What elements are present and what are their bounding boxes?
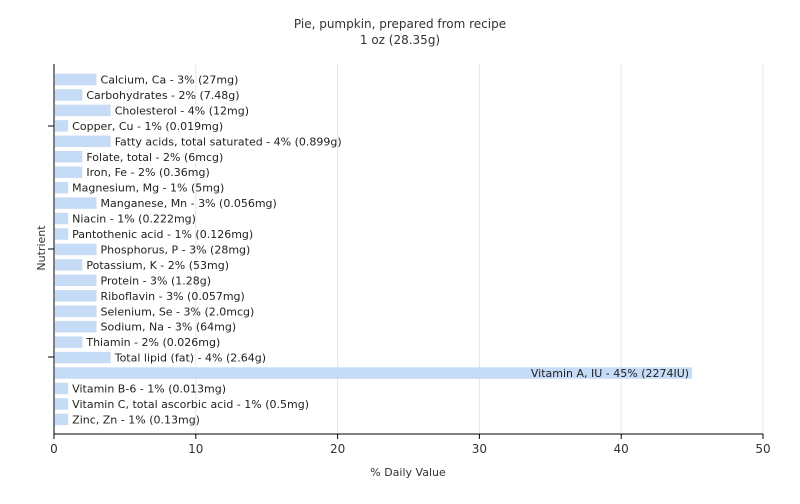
axes: 0 10 20 30 40 50: [48, 64, 771, 456]
x-tick-label: 50: [755, 442, 770, 456]
bar: [55, 151, 83, 163]
bar: [55, 382, 69, 395]
bar-label: Riboflavin - 3% (0.057mg): [101, 290, 245, 303]
bar-label: Total lipid (fat) - 4% (2.64g): [114, 352, 266, 365]
bar-label: Protein - 3% (1.28g): [101, 274, 212, 287]
bar: [55, 367, 693, 379]
bar: [55, 398, 69, 410]
bar: [55, 351, 111, 364]
bar: [55, 413, 69, 426]
x-axis-label: % Daily Value: [370, 466, 446, 479]
bar-label: Sodium, Na - 3% (64mg): [101, 321, 237, 334]
bar-label: Phosphorus, P - 3% (28mg): [101, 243, 251, 256]
bar-label: Niacin - 1% (0.222mg): [72, 213, 196, 226]
bar: [55, 197, 97, 209]
bar-label: Potassium, K - 2% (53mg): [86, 259, 229, 272]
bar-label: Thiamin - 2% (0.026mg): [85, 336, 220, 349]
chart-subtitle: 1 oz (28.35g): [360, 33, 440, 47]
bar-label: Folate, total - 2% (6mcg): [86, 151, 223, 164]
chart-title: Pie, pumpkin, prepared from recipe: [294, 17, 506, 31]
bar-label: Fatty acids, total saturated - 4% (0.899…: [115, 135, 342, 148]
bar: [55, 120, 69, 132]
x-tick-label: 30: [472, 442, 487, 456]
bar-label: Iron, Fe - 2% (0.36mg): [86, 166, 209, 179]
bar: [55, 181, 69, 194]
bar-label: Pantothenic acid - 1% (0.126mg): [72, 228, 253, 241]
y-axis-label: Nutrient: [35, 225, 48, 271]
bar-label: Vitamin B-6 - 1% (0.013mg): [72, 383, 226, 396]
bar-label: Zinc, Zn - 1% (0.13mg): [72, 413, 200, 426]
x-tick-label: 20: [330, 442, 345, 456]
bar: [55, 305, 97, 317]
bar-label: Magnesium, Mg - 1% (5mg): [72, 182, 224, 195]
bar-label: Selenium, Se - 3% (2.0mcg): [101, 305, 255, 318]
bar-label: Calcium, Ca - 3% (27mg): [101, 74, 239, 87]
bar: [55, 228, 69, 240]
bar: [55, 274, 97, 287]
bar: [55, 135, 111, 148]
bar: [55, 89, 83, 101]
bar-label: Carbohydrates - 2% (7.48g): [86, 89, 239, 102]
bar: [55, 212, 69, 225]
bars: [55, 73, 693, 426]
bar: [55, 290, 97, 302]
bar: [55, 166, 83, 178]
bar-labels: Calcium, Ca - 3% (27mg) Carbohydrates - 2…: [72, 74, 689, 427]
bar: [55, 104, 111, 117]
x-tick-label: 10: [188, 442, 203, 456]
bar: [55, 73, 97, 86]
bar-label: Copper, Cu - 1% (0.019mg): [72, 120, 223, 133]
bar: [55, 243, 97, 256]
bar-label: Vitamin A, IU - 45% (2274IU): [531, 367, 689, 380]
bar: [55, 259, 83, 271]
bar-label: Manganese, Mn - 3% (0.056mg): [101, 197, 277, 210]
bar: [55, 320, 97, 333]
bar-label: Cholesterol - 4% (12mg): [115, 104, 249, 117]
x-tick-label: 0: [50, 442, 58, 456]
x-tick-label: 40: [614, 442, 629, 456]
bar-label: Vitamin C, total ascorbic acid - 1% (0.5…: [72, 398, 309, 411]
bar: [55, 336, 83, 348]
